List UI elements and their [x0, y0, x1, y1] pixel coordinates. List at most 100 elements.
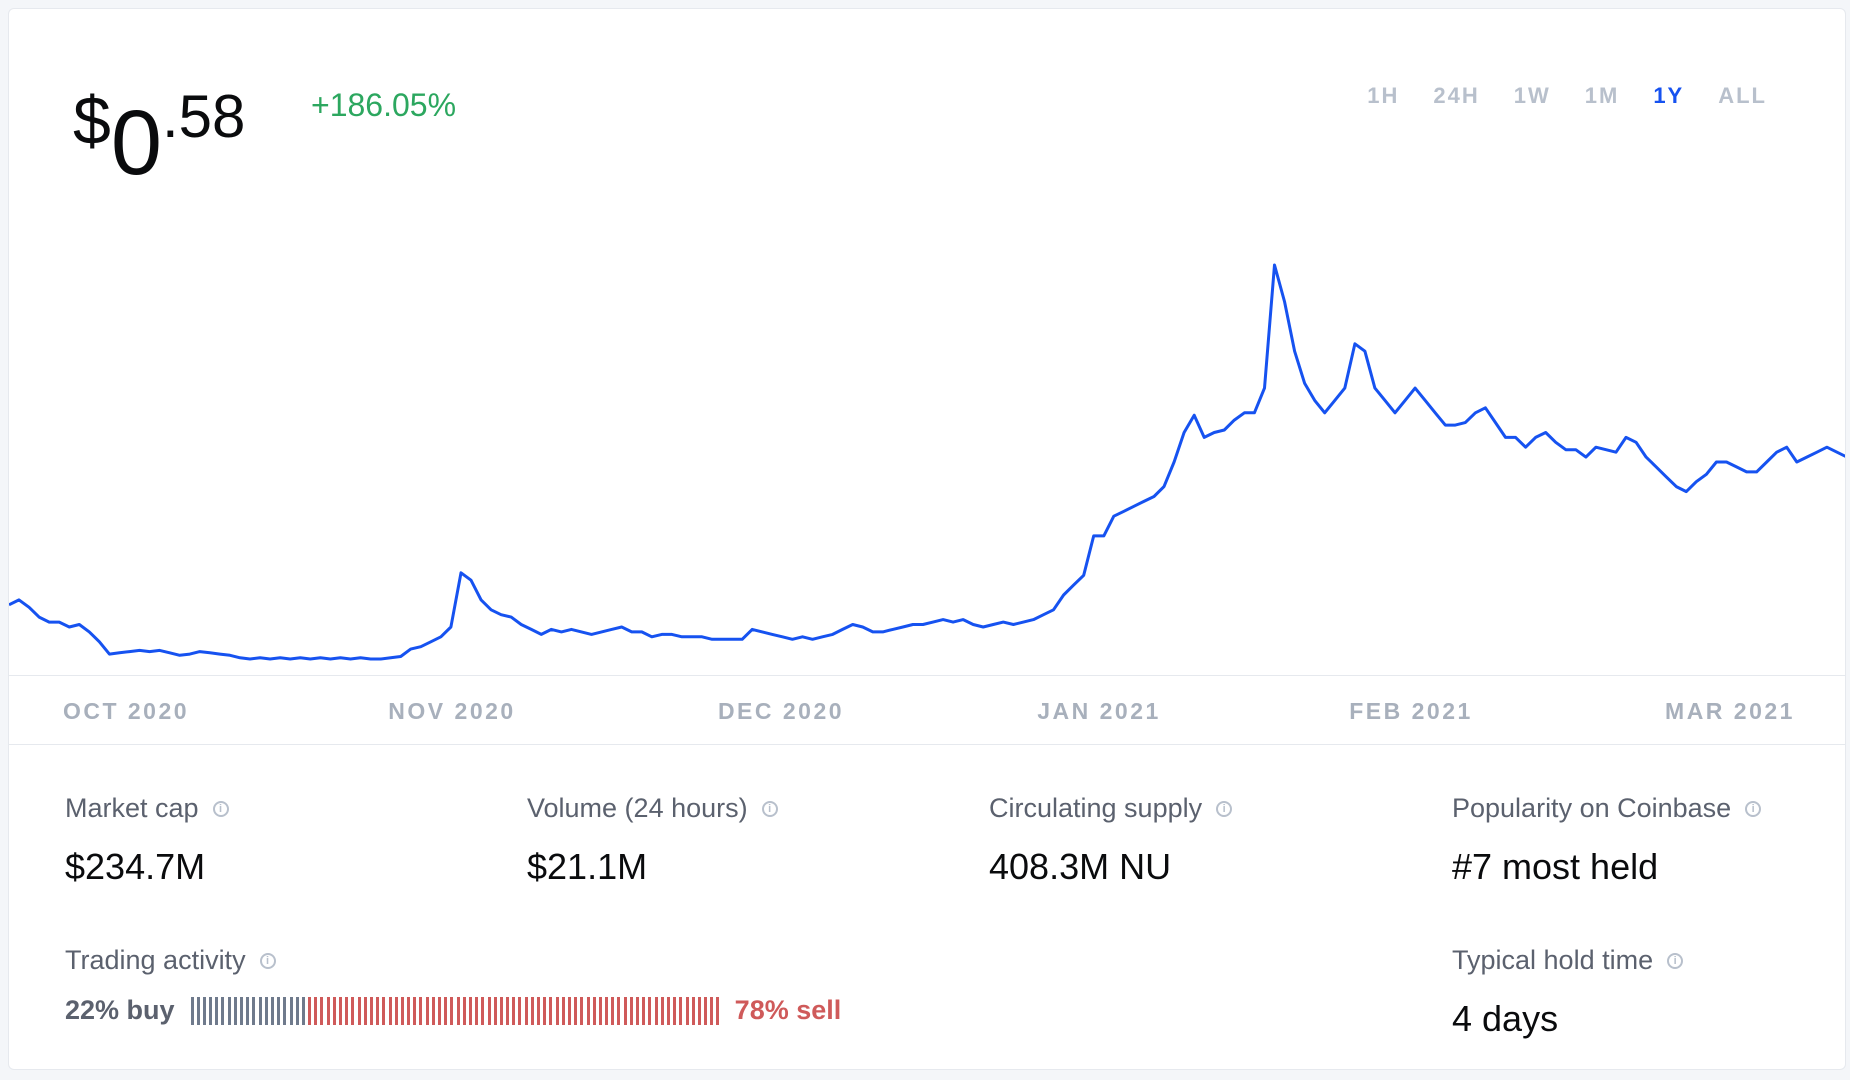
sell-tick	[468, 996, 472, 1025]
x-tick-label: MAR 2021	[1665, 698, 1795, 724]
sell-tick	[648, 996, 652, 1025]
sell-tick	[456, 996, 460, 1025]
range-all[interactable]: ALL	[1718, 83, 1767, 108]
sell-tick	[617, 996, 621, 1025]
sell-tick	[673, 996, 677, 1025]
range-1h[interactable]: 1H	[1367, 83, 1400, 108]
sell-tick	[481, 996, 485, 1025]
hold-time-label: Typical hold time	[1452, 945, 1654, 975]
range-1w[interactable]: 1W	[1513, 83, 1551, 108]
buy-tick	[246, 996, 250, 1025]
buy-percent-label: 22% buy	[65, 995, 175, 1025]
volume-label: Volume (24 hours)	[527, 793, 748, 823]
sell-tick	[320, 996, 324, 1025]
buy-tick	[215, 996, 219, 1025]
popularity-label: Popularity on Coinbase	[1452, 793, 1732, 823]
buy-tick	[283, 996, 287, 1025]
sell-tick	[704, 996, 708, 1025]
info-icon[interactable]: i	[1745, 800, 1762, 817]
sell-tick	[425, 996, 429, 1025]
sell-tick	[697, 996, 701, 1025]
sell-tick	[561, 996, 565, 1025]
trading-activity-stat: Trading activity i	[65, 945, 276, 976]
sell-percent-label: 78% sell	[734, 995, 842, 1025]
x-tick-label: OCT 2020	[62, 698, 190, 724]
sell-tick	[605, 996, 609, 1025]
info-icon[interactable]: i	[259, 952, 276, 969]
sell-tick	[332, 996, 336, 1025]
x-tick-label: DEC 2020	[717, 698, 845, 724]
buy-tick	[196, 996, 200, 1025]
sell-tick	[710, 996, 714, 1025]
buy-tick	[221, 996, 225, 1025]
sell-tick	[636, 996, 640, 1025]
sell-tick	[629, 996, 633, 1025]
hold-time-stat: Typical hold time i 4 days	[1452, 945, 1684, 1040]
buy-tick	[227, 996, 231, 1025]
sell-tick	[598, 996, 602, 1025]
sell-tick	[654, 996, 658, 1025]
sell-tick	[537, 996, 541, 1025]
sell-tick	[376, 996, 380, 1025]
range-24h[interactable]: 24H	[1433, 83, 1480, 108]
buy-tick	[240, 996, 244, 1025]
x-tick-label: FEB 2021	[1349, 698, 1473, 724]
sell-tick	[567, 996, 571, 1025]
market-cap-stat: Market cap i $234.7M	[65, 793, 229, 888]
sell-tick	[716, 996, 720, 1025]
sell-tick	[642, 996, 646, 1025]
sell-tick	[431, 996, 435, 1025]
sell-tick	[413, 996, 417, 1025]
sell-tick	[586, 996, 590, 1025]
sell-tick	[369, 996, 373, 1025]
sell-tick	[660, 996, 664, 1025]
popularity-value: #7 most held	[1452, 846, 1659, 887]
time-range-selector: 1H 24H 1W 1M 1Y ALL	[1333, 83, 1767, 109]
x-tick-label: JAN 2021	[1037, 698, 1161, 724]
sell-tick	[666, 996, 670, 1025]
circulating-supply-label: Circulating supply	[989, 793, 1203, 823]
range-1y[interactable]: 1Y	[1653, 83, 1685, 108]
sell-tick	[592, 996, 596, 1025]
sell-tick	[382, 996, 386, 1025]
buy-tick	[209, 996, 213, 1025]
sell-tick	[450, 996, 454, 1025]
buy-tick	[289, 996, 293, 1025]
sell-tick	[493, 996, 497, 1025]
sell-tick	[530, 996, 534, 1025]
range-1m[interactable]: 1M	[1584, 83, 1620, 108]
info-icon[interactable]: i	[212, 800, 229, 817]
price-line-chart[interactable]	[9, 199, 1846, 679]
sell-tick	[691, 996, 695, 1025]
x-tick-label: NOV 2020	[388, 698, 516, 724]
sell-tick	[438, 996, 442, 1025]
sell-tick	[400, 996, 404, 1025]
info-icon[interactable]: i	[761, 800, 778, 817]
price-change-percent: +186.05%	[311, 87, 457, 123]
sell-tick	[419, 996, 423, 1025]
sell-tick	[388, 996, 392, 1025]
sell-tick	[580, 996, 584, 1025]
sell-tick	[444, 996, 448, 1025]
sell-tick	[357, 996, 361, 1025]
sell-tick	[308, 996, 312, 1025]
sell-tick	[499, 996, 503, 1025]
buy-tick	[233, 996, 237, 1025]
sell-tick	[679, 996, 683, 1025]
info-icon[interactable]: i	[1667, 952, 1684, 969]
sell-tick	[407, 996, 411, 1025]
sell-tick	[518, 996, 522, 1025]
month-axis: OCT 2020 NOV 2020 DEC 2020 JAN 2021 FEB …	[9, 675, 1845, 745]
info-icon[interactable]: i	[1216, 800, 1233, 817]
price-decimal: .58	[162, 83, 246, 150]
sell-tick	[394, 996, 398, 1025]
volume-stat: Volume (24 hours) i $21.1M	[527, 793, 778, 888]
sell-tick	[611, 996, 615, 1025]
market-cap-value: $234.7M	[65, 846, 206, 887]
sell-tick	[555, 996, 559, 1025]
sell-tick	[512, 996, 516, 1025]
circulating-supply-stat: Circulating supply i 408.3M NU	[989, 793, 1233, 888]
current-price: $ 0 .58	[73, 75, 246, 190]
buy-tick	[270, 996, 274, 1025]
sell-tick	[351, 996, 355, 1025]
